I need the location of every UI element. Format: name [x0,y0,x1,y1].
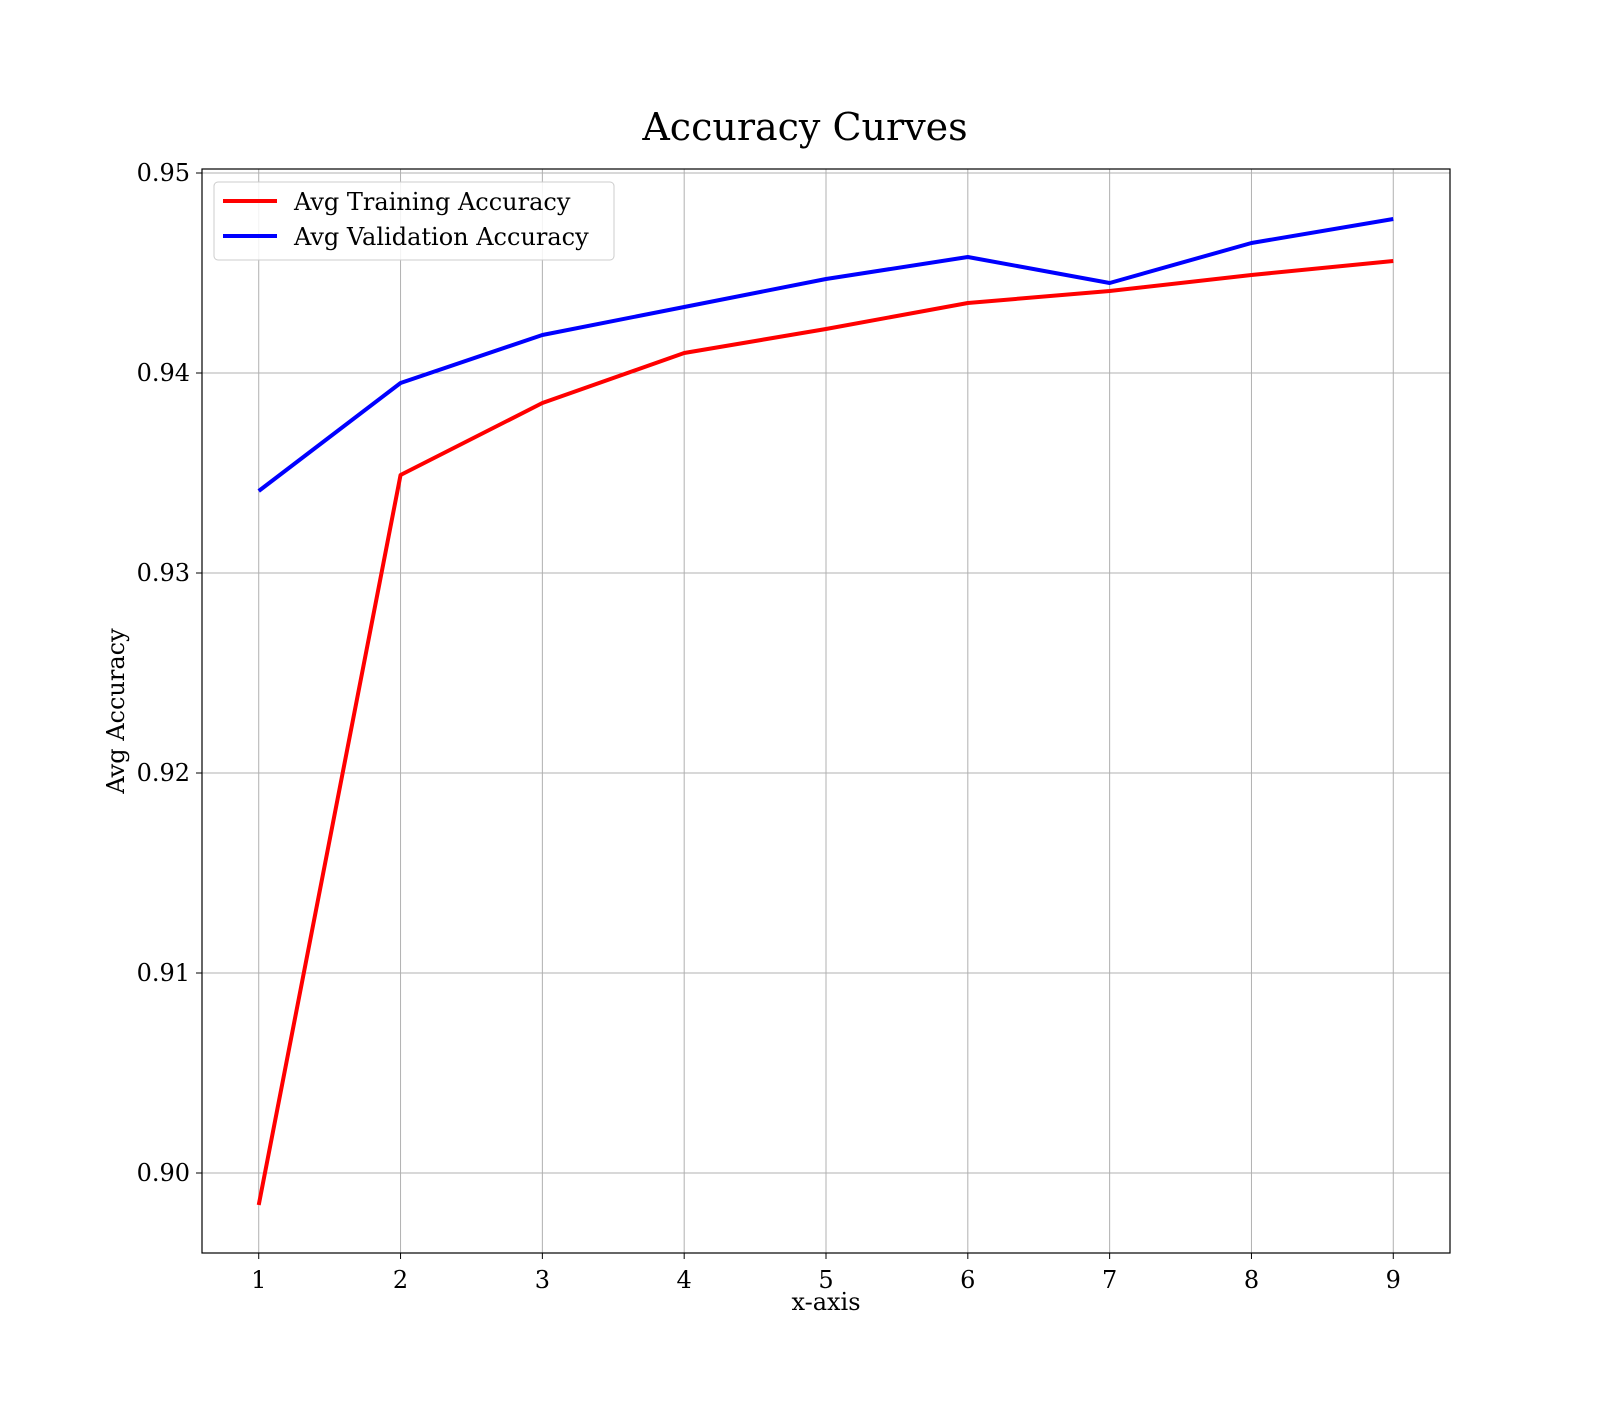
series-line-validation [257,217,1394,493]
legend-label-training: Avg Training Accuracy [293,188,571,216]
legend: Avg Training Accuracy Avg Validation Acc… [213,181,615,261]
y-tick-label: 0.95 [137,159,190,187]
x-tick-label: 6 [960,1266,975,1294]
x-tick-label: 8 [1244,1266,1259,1294]
series-layer [256,217,1394,1206]
legend-label-validation: Avg Validation Accuracy [293,223,589,251]
x-axis-label: x-axis [791,1288,860,1316]
x-tick-label: 1 [251,1266,266,1294]
x-tick-label: 2 [393,1266,408,1294]
x-tick-label: 4 [677,1266,692,1294]
series-line-training [256,259,1394,1206]
x-tick-label: 5 [818,1266,833,1294]
y-tick-label: 0.91 [137,959,190,987]
y-tick-label: 0.94 [137,359,190,387]
x-tick-label: 3 [535,1266,550,1294]
y-tick-label: 0.93 [137,559,190,587]
y-tick-label: 0.92 [137,759,190,787]
chart-title: Accuracy Curves [641,105,967,149]
x-tick-label: 7 [1102,1266,1117,1294]
x-tick-label: 9 [1386,1266,1401,1294]
tick-layer: 1 2 3 4 5 6 7 8 9 0.90 0.91 0.92 0.93 0.94 0.95 [137,159,1401,1294]
y-tick-label: 0.90 [137,1159,190,1187]
y-axis-label: Avg Accuracy [102,628,130,795]
legend-box [213,181,615,261]
grid-layer [202,169,1450,1253]
